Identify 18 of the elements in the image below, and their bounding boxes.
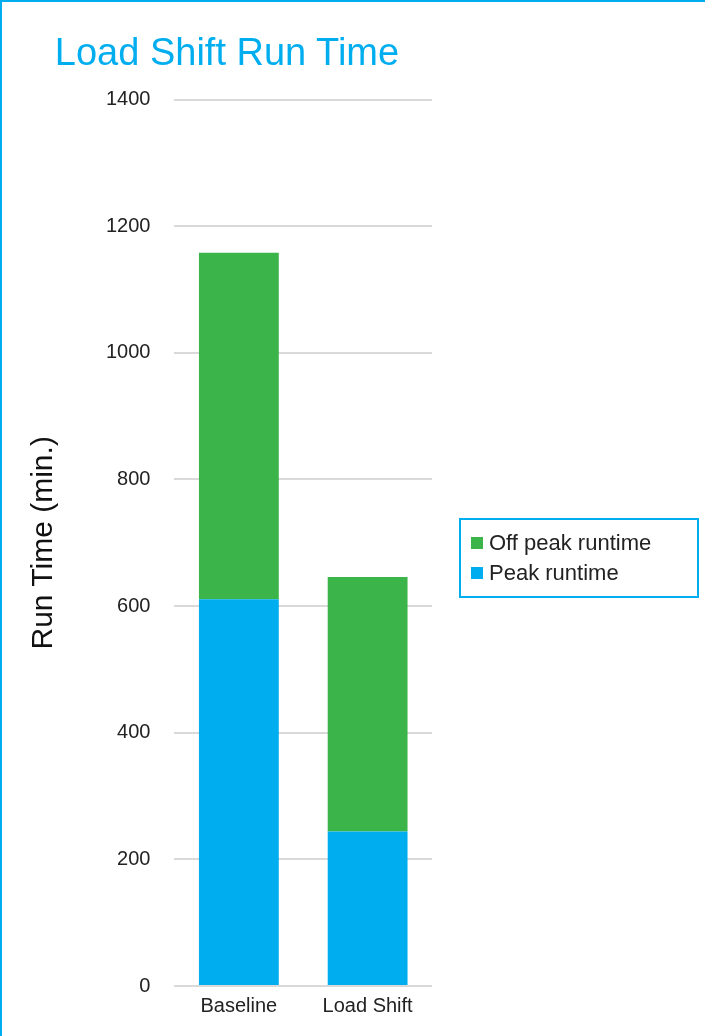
bar [327, 831, 408, 985]
x-tick-label: Load Shift [322, 993, 414, 1016]
y-tick-label: 400 [117, 720, 151, 743]
bar [327, 576, 408, 832]
y-tick-label: 800 [117, 467, 151, 489]
x-tick-label: Baseline [200, 993, 278, 1016]
y-tick-label: 1000 [105, 340, 151, 363]
y-axis-title: Run Time (min.) [25, 436, 59, 650]
legend-label: Off peak runtime [489, 530, 652, 556]
y-tick-label: 200 [117, 846, 151, 869]
y-tick-label: 600 [117, 593, 151, 616]
bar [198, 252, 279, 600]
y-tick-label: 0 [139, 973, 151, 996]
y-tick-label: 1200 [105, 213, 151, 236]
chart-title: Load Shift Run Time [54, 31, 400, 74]
legend-label: Peak runtime [489, 560, 619, 586]
bar [198, 599, 279, 985]
y-tick-label: 1400 [105, 87, 151, 110]
